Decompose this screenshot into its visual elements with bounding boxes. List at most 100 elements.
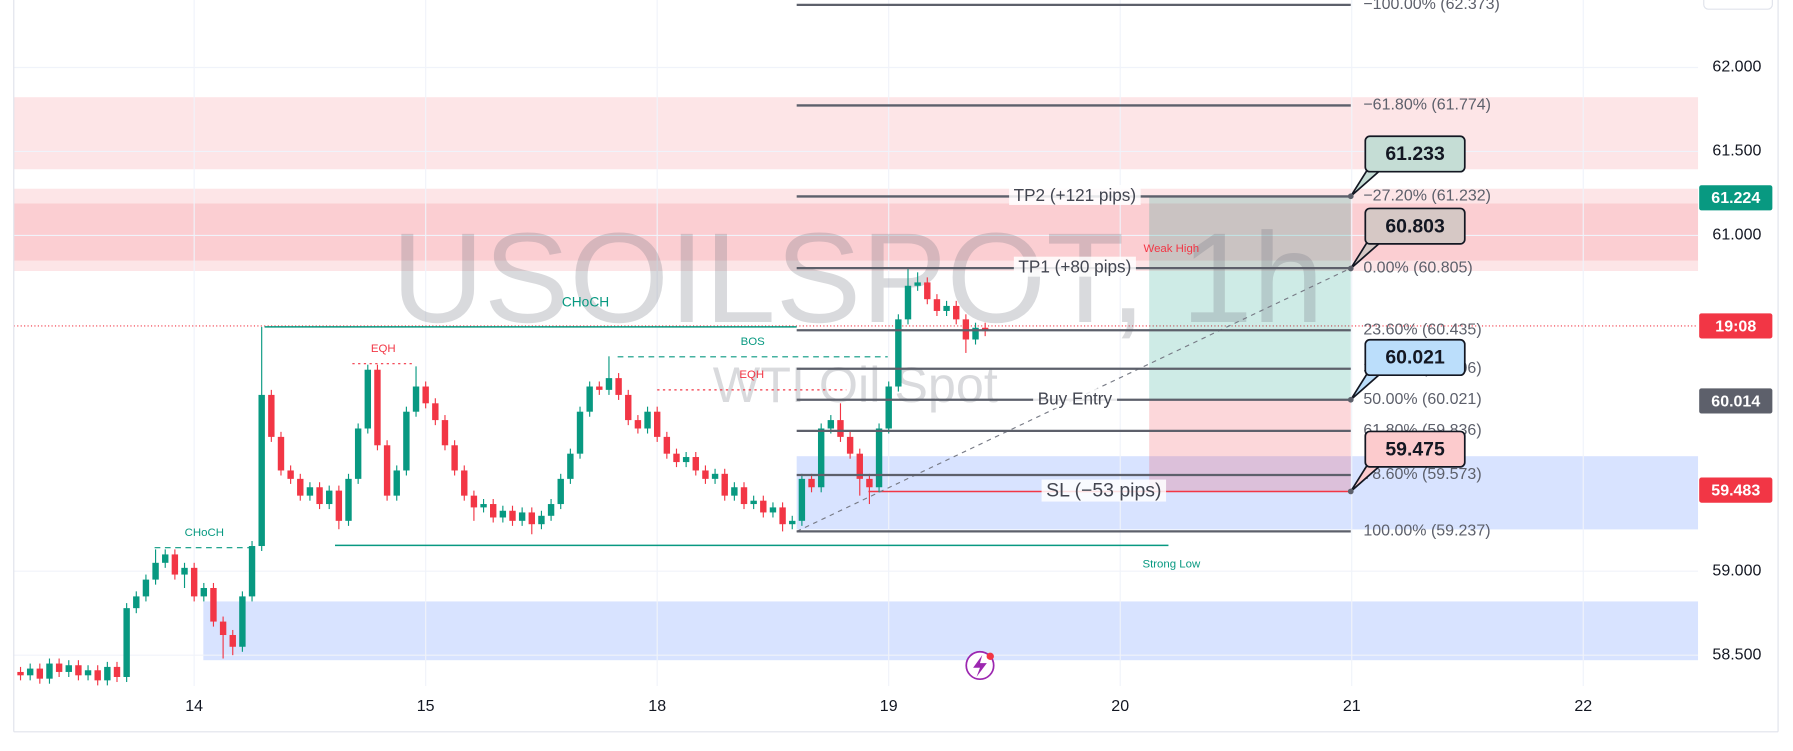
candle-body — [557, 478, 564, 505]
fib-label: 100.00% (59.237) — [1363, 523, 1490, 540]
callout-point — [1347, 193, 1354, 200]
candle-body — [374, 369, 381, 446]
candle-body — [856, 453, 863, 479]
x-tick-label: 19 — [880, 698, 898, 715]
position — [1149, 196, 1351, 492]
trade-label: TP1 (+80 pips) — [1013, 256, 1136, 277]
price-badge — [1699, 185, 1773, 211]
structure-label: EQH — [371, 343, 396, 355]
candle-body — [827, 420, 835, 429]
target-area — [1149, 196, 1351, 400]
label-background — [1009, 184, 1141, 205]
trade-label-text: TP1 (+80 pips) — [1018, 257, 1131, 277]
candle-body — [364, 369, 372, 429]
candle-body — [972, 327, 979, 340]
price-badge-text: 61.224 — [1711, 190, 1760, 207]
candle-body — [84, 670, 92, 676]
candle-body — [625, 394, 632, 421]
candle-body — [789, 520, 796, 525]
price-badge — [1699, 313, 1773, 339]
candle-body — [721, 473, 728, 496]
candle-body — [36, 668, 44, 679]
callout: 60.803 — [1347, 207, 1466, 272]
label-background — [1041, 479, 1167, 502]
candle-body — [528, 512, 535, 525]
callout-box — [1364, 135, 1466, 173]
candle-body — [316, 487, 323, 505]
candle-body — [181, 567, 188, 575]
candle-body — [403, 411, 410, 471]
candle-body — [798, 478, 806, 521]
candle-body — [383, 445, 391, 496]
lightning-icon[interactable] — [965, 650, 995, 681]
callout-box — [1364, 207, 1466, 245]
candle-body — [422, 386, 429, 404]
trade-label-text: Buy Entry — [1038, 388, 1113, 408]
candle-body — [354, 428, 362, 479]
callouts: 61.233 60.803 60.021 59.475 — [1347, 135, 1466, 495]
price-badge-text: 19:08 — [1715, 318, 1756, 335]
candle-body — [142, 579, 150, 597]
candle-body — [924, 282, 931, 300]
candle-body — [769, 507, 777, 513]
candle-body — [866, 478, 873, 488]
candle-body — [760, 500, 767, 513]
y-tick-label: 59.000 — [1712, 562, 1761, 579]
candle-body — [441, 420, 449, 446]
structure-label: EQH — [739, 369, 764, 381]
watermark: USOILSPOT, 1h WTI Oil Spot — [391, 207, 1323, 413]
candle-body — [190, 567, 198, 597]
candle-body — [94, 670, 101, 681]
candle-body — [586, 386, 593, 412]
candle-body — [17, 671, 24, 676]
candle-body — [615, 378, 622, 395]
y-tick-label: 61.500 — [1712, 143, 1761, 160]
candle-body — [152, 562, 159, 580]
candle-body — [287, 470, 294, 479]
candle-body — [451, 445, 458, 471]
candles — [17, 268, 989, 686]
callout-point — [1347, 396, 1354, 403]
candle-body — [229, 635, 236, 647]
candle-body — [171, 554, 179, 575]
x-tick-label: 15 — [417, 698, 435, 715]
trade-label: SL (−53 pips) — [1041, 479, 1167, 502]
candle-body — [750, 500, 757, 505]
candle-body — [740, 487, 748, 505]
structure-label: CHoCH — [185, 527, 224, 539]
toolbar-button[interactable] — [1703, 0, 1773, 10]
candle-body — [596, 386, 603, 390]
candle-body — [345, 478, 352, 521]
candle-body — [277, 436, 285, 471]
candle-body — [914, 282, 921, 286]
fib-label: −61.80% (61.774) — [1363, 97, 1491, 114]
candle-body — [731, 487, 738, 496]
candle-body — [692, 457, 699, 471]
callout-point — [1347, 488, 1354, 495]
x-tick-label: 20 — [1111, 698, 1129, 715]
y-tick-label: 61.000 — [1712, 227, 1761, 244]
icon-bolt — [973, 655, 987, 677]
fib-label: 0.00% (60.805) — [1363, 259, 1472, 276]
candle-body — [576, 411, 584, 454]
candle-body — [210, 587, 217, 622]
fib-label: 78.60% (59.573) — [1363, 466, 1481, 483]
y-tick-label: 62.000 — [1712, 59, 1761, 76]
candle-body — [268, 394, 275, 437]
candle-body — [55, 663, 63, 672]
candle-body — [412, 386, 420, 412]
structure-label: CHoCH — [562, 295, 609, 310]
trade-label-text: SL (−53 pips) — [1046, 480, 1161, 502]
candle-body — [933, 299, 941, 311]
candle-body — [219, 621, 227, 636]
candle-body — [904, 285, 912, 320]
candle-body — [104, 666, 111, 681]
callout-box — [1364, 338, 1466, 377]
fib-trendline — [796, 267, 1352, 532]
candle-body — [663, 436, 671, 454]
candle-body — [248, 546, 256, 597]
annotation: Weak High — [1144, 243, 1200, 255]
candle-body — [162, 554, 169, 563]
candle-body — [653, 411, 661, 437]
